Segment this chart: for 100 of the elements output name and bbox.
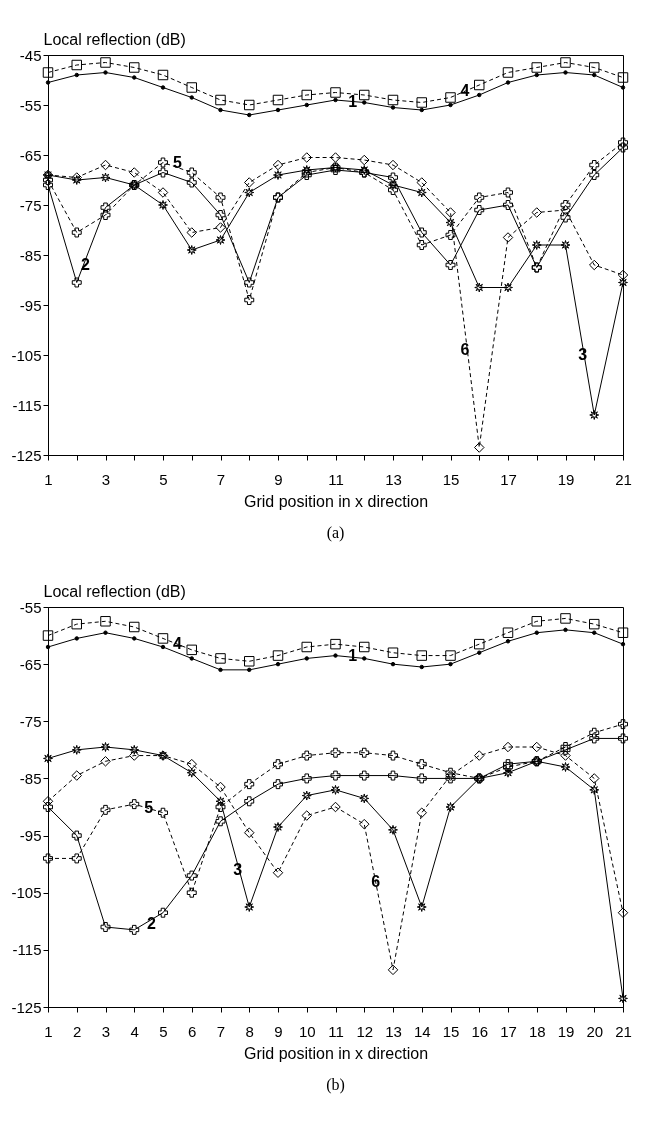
point — [45, 80, 51, 85]
point — [186, 245, 197, 255]
point — [157, 69, 169, 81]
x-tick-label: 2 — [73, 1022, 82, 1040]
point — [445, 217, 456, 228]
y-axis-title: Local reflection (dB) — [43, 30, 186, 48]
point — [103, 70, 108, 75]
point — [419, 107, 424, 113]
point — [620, 85, 626, 90]
y-tick-label: -105 — [11, 346, 42, 364]
y-tick-label: -65 — [19, 146, 42, 164]
point — [273, 170, 283, 180]
point — [618, 137, 628, 148]
y-tick-label: -115 — [12, 396, 42, 414]
x-tick-label: 1 — [44, 470, 53, 488]
x-tick-label: 8 — [245, 1022, 254, 1040]
y-axis-title: Local reflection (dB) — [43, 582, 186, 600]
point — [388, 770, 398, 781]
point — [129, 799, 140, 810]
point — [215, 210, 226, 220]
point — [560, 613, 571, 624]
point — [157, 633, 169, 644]
point — [186, 870, 197, 881]
x-tick-label: 17 — [500, 470, 517, 488]
point — [416, 650, 427, 661]
x-tick-label: 7 — [216, 470, 226, 488]
point — [618, 733, 628, 744]
point — [474, 79, 485, 91]
x-tick-label: 3 — [101, 1022, 111, 1040]
point — [560, 200, 571, 210]
point — [448, 661, 453, 667]
point — [100, 202, 111, 213]
point — [100, 172, 111, 183]
y-tick-label: -85 — [19, 769, 42, 787]
point — [505, 639, 511, 644]
point — [387, 647, 399, 658]
point — [618, 142, 628, 153]
point — [132, 75, 137, 80]
point — [71, 227, 82, 238]
point — [563, 627, 568, 633]
point — [71, 853, 82, 864]
point — [620, 641, 626, 647]
annotation: 2 — [147, 915, 157, 933]
point — [330, 87, 341, 98]
point — [71, 277, 82, 288]
point — [589, 160, 600, 170]
point — [45, 644, 51, 650]
x-tick-label: 19 — [557, 1022, 575, 1040]
point — [158, 907, 168, 918]
annotation: 3 — [578, 346, 588, 363]
point — [503, 200, 513, 210]
point — [445, 260, 456, 270]
point — [362, 100, 367, 105]
point — [215, 796, 226, 807]
annotation: 2 — [80, 256, 90, 273]
point — [244, 99, 255, 111]
point — [218, 107, 223, 113]
x-tick-label: 20 — [586, 1022, 604, 1040]
point — [445, 92, 456, 103]
point — [186, 82, 197, 93]
point — [388, 750, 398, 761]
point — [503, 187, 513, 198]
point — [160, 85, 166, 90]
point — [477, 92, 482, 98]
point — [560, 240, 571, 250]
x-tick-label: 1 — [44, 1022, 53, 1040]
point — [589, 170, 600, 180]
point — [359, 747, 370, 758]
point — [160, 644, 166, 650]
y-tick-label: -75 — [19, 712, 42, 730]
point — [531, 240, 542, 250]
point — [534, 630, 539, 635]
point — [273, 759, 283, 770]
point — [503, 282, 513, 293]
x-tick-label: 12 — [356, 1022, 374, 1040]
x-tick-label: 9 — [274, 1022, 283, 1040]
point — [43, 180, 53, 190]
point — [445, 230, 456, 240]
point — [445, 650, 456, 661]
point — [304, 656, 309, 661]
point — [272, 94, 284, 106]
x-tick-label: 15 — [442, 1022, 460, 1040]
point — [74, 72, 79, 78]
point — [503, 767, 513, 778]
x-tick-label: 5 — [159, 470, 168, 488]
point — [273, 779, 283, 790]
point — [333, 97, 338, 103]
point — [362, 656, 367, 661]
point — [301, 750, 312, 761]
x-tick-label: 15 — [442, 470, 460, 488]
point — [215, 802, 226, 812]
point — [474, 205, 485, 215]
x-tick-label: 4 — [130, 1022, 139, 1040]
point — [502, 67, 514, 78]
point — [330, 638, 341, 650]
y-tick-label: -95 — [19, 827, 42, 845]
x-tick-label: 5 — [159, 1022, 168, 1040]
x-tick-label: 17 — [500, 1022, 517, 1040]
point — [275, 107, 281, 113]
point — [247, 112, 252, 118]
